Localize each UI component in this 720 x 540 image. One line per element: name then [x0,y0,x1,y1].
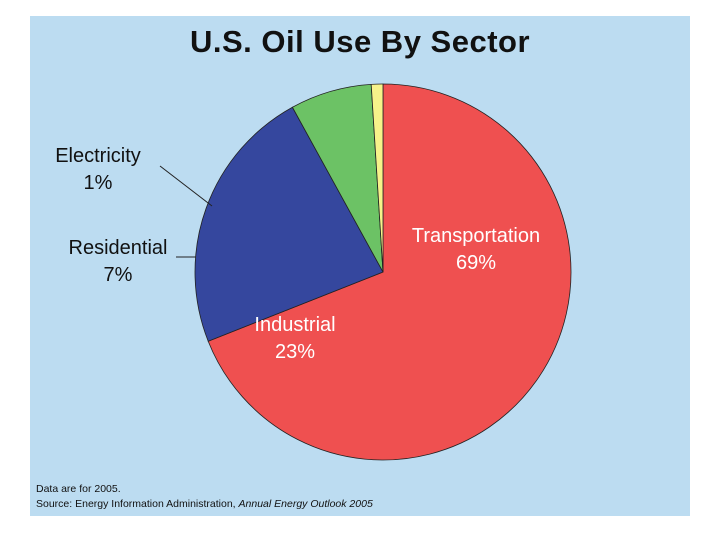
source-prefix: Source: Energy Information Administratio… [36,498,236,510]
slice-percent-transportation: 69% [456,252,496,274]
slice-label-electricity: Electricity [55,145,141,167]
slice-label-transportation: Transportation [412,225,540,247]
leader-line-electricity [159,165,213,207]
slice-industrial [194,106,384,342]
slice-electricity [370,83,384,273]
slice-label-residential: Residential [69,237,168,259]
source-title: Annual Energy Outlook 2005 [238,498,373,510]
chart-footer: Data are for 2005. Source: Energy Inform… [36,482,373,512]
slice-label-industrial: Industrial [254,314,335,336]
chart-panel: U.S. Oil Use By Sector Transportation 69%… [30,16,690,516]
slice-percent-industrial: 23% [275,341,315,363]
slice-percent-residential: 7% [104,264,133,286]
slice-transportation [207,83,572,461]
pie-chart: Transportation 69% Industrial 23% Residentia… [55,83,572,461]
chart-title: U.S. Oil Use By Sector [189,24,531,59]
slice-percent-electricity: 1% [84,172,113,194]
source-note: Source: Energy Information Administratio… [36,497,373,512]
data-note: Data are for 2005. [36,483,121,495]
